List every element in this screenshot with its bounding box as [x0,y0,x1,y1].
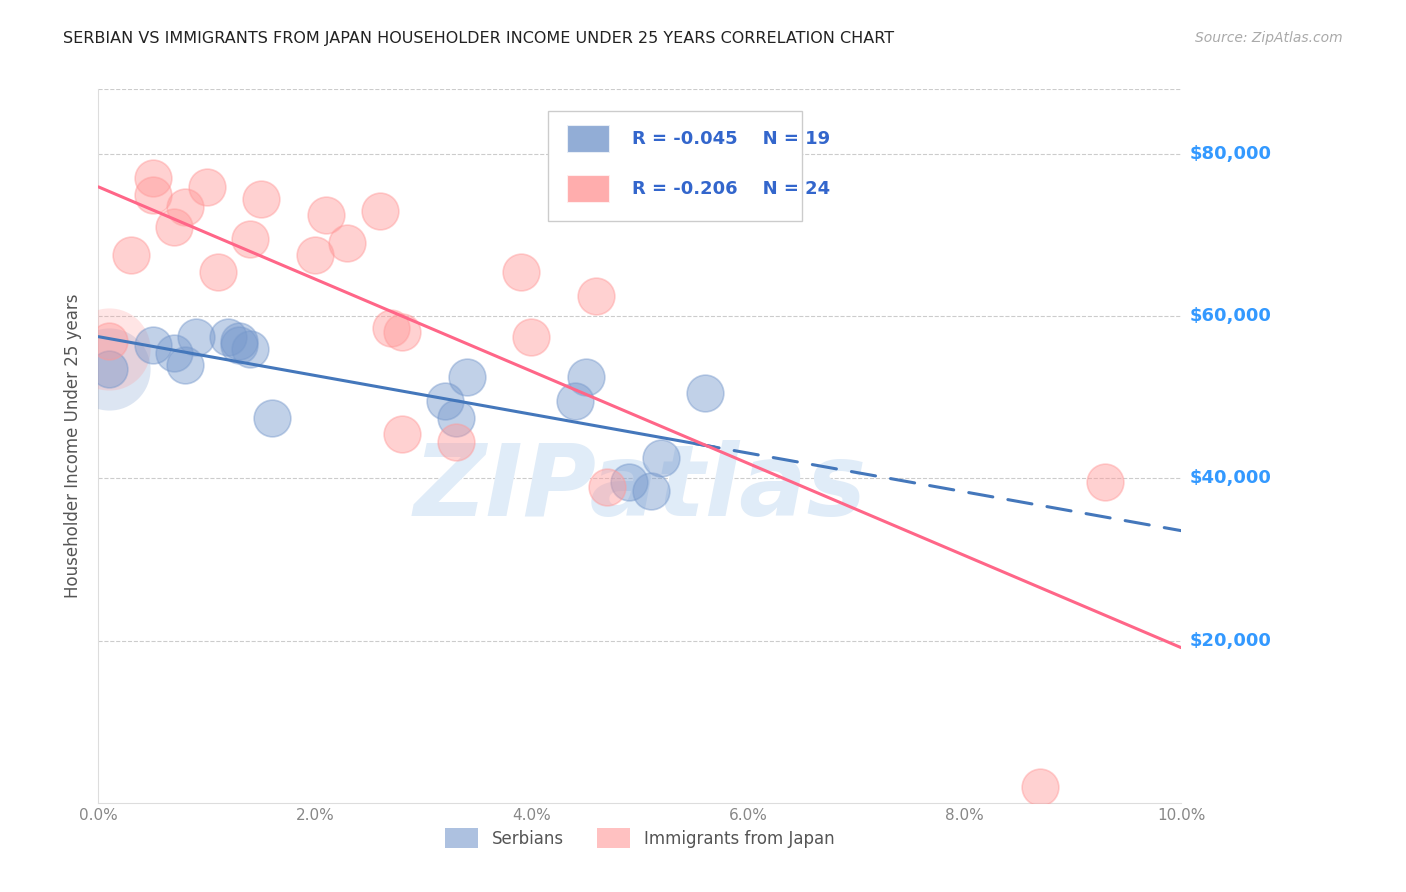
Text: ZIPatlas: ZIPatlas [413,441,866,537]
Point [141,337,165,351]
Point [217,329,239,343]
Point [444,410,467,425]
Text: $40,000: $40,000 [1189,469,1271,487]
Point [98,334,121,348]
Point [564,394,586,409]
FancyBboxPatch shape [548,111,801,221]
Point [228,334,250,348]
Point [141,171,165,186]
Point [368,203,391,218]
Point [520,329,543,343]
Point [239,342,262,356]
Point [596,479,619,493]
Point [391,426,413,441]
Point [650,451,672,466]
Point [174,200,197,214]
Point [260,410,283,425]
Text: $20,000: $20,000 [1189,632,1271,649]
Point [98,362,121,376]
Text: $60,000: $60,000 [1189,307,1271,326]
Y-axis label: Householder Income Under 25 years: Householder Income Under 25 years [65,293,83,599]
Point [336,236,359,251]
Point [163,345,186,359]
Point [239,232,262,246]
Point [228,337,250,351]
Point [1094,475,1116,490]
Point [195,179,218,194]
Point [380,321,402,335]
Point [693,386,716,401]
FancyBboxPatch shape [567,175,610,203]
Point [391,326,413,340]
Text: SERBIAN VS IMMIGRANTS FROM JAPAN HOUSEHOLDER INCOME UNDER 25 YEARS CORRELATION C: SERBIAN VS IMMIGRANTS FROM JAPAN HOUSEHO… [63,31,894,46]
FancyBboxPatch shape [567,125,610,153]
Point [120,248,142,262]
Point [433,394,456,409]
Text: R = -0.206    N = 24: R = -0.206 N = 24 [633,180,831,198]
Point [315,208,337,222]
Point [174,358,197,372]
Legend: Serbians, Immigrants from Japan: Serbians, Immigrants from Japan [439,822,841,855]
Point [163,220,186,235]
Point [304,248,326,262]
Text: Source: ZipAtlas.com: Source: ZipAtlas.com [1195,31,1343,45]
Point [184,329,207,343]
Point [1029,780,1052,794]
Point [585,289,607,303]
Point [207,265,229,279]
Point [575,370,598,384]
Point [98,362,121,376]
Point [444,434,467,449]
Point [640,483,662,498]
Text: $80,000: $80,000 [1189,145,1271,163]
Point [456,370,478,384]
Point [509,265,531,279]
Point [617,475,640,490]
Text: R = -0.045    N = 19: R = -0.045 N = 19 [633,130,831,148]
Point [141,187,165,202]
Point [98,342,121,356]
Point [250,192,273,206]
